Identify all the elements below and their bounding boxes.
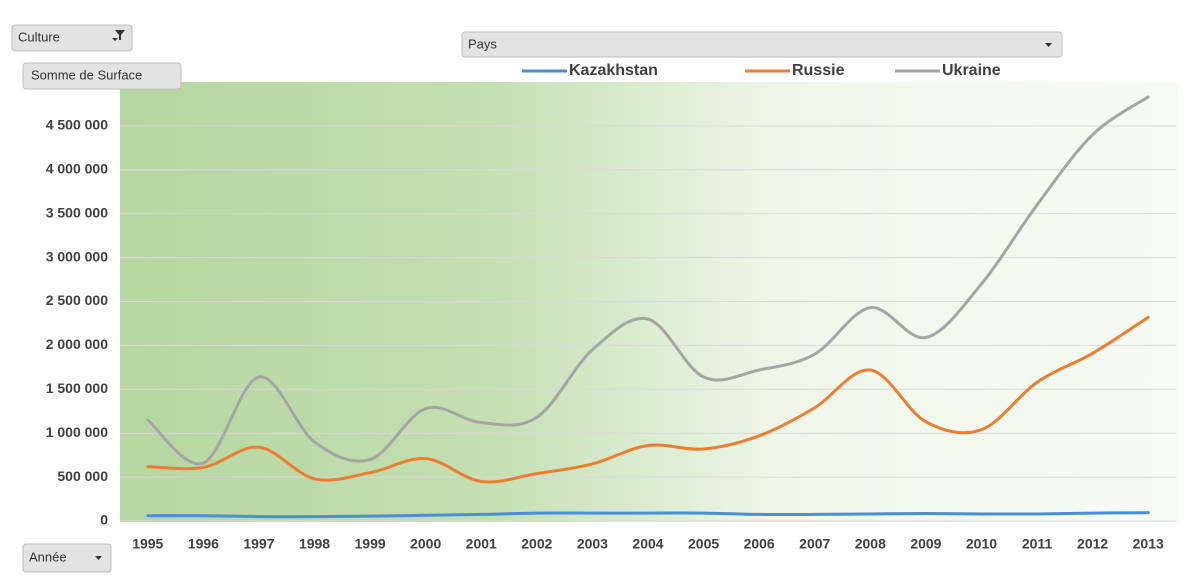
value-button[interactable]: Somme de Surface — [22, 62, 182, 90]
x-tick-label: 2001 — [466, 536, 497, 552]
x-tick-label: 1999 — [355, 536, 386, 552]
series-line — [146, 95, 1150, 466]
y-tick-label: 2 000 000 — [46, 336, 108, 352]
axis-button[interactable]: Année — [22, 543, 112, 573]
x-tick-label: 2013 — [1133, 536, 1164, 552]
y-tick-label: 4 000 000 — [46, 161, 108, 177]
x-tick-label: 2012 — [1077, 536, 1108, 552]
y-tick-label: 2 500 000 — [46, 292, 108, 308]
legend-label: Russie — [792, 62, 845, 79]
x-tick-label: 2004 — [632, 536, 663, 552]
x-tick-label: 1996 — [188, 536, 219, 552]
button-label: Somme de Surface — [31, 67, 142, 82]
legend-button[interactable]: Pays — [461, 31, 1063, 58]
button-label: Pays — [468, 36, 497, 51]
series-line — [146, 511, 1150, 519]
x-tick-label: 1997 — [243, 536, 274, 552]
legend-label: Kazakhstan — [569, 62, 658, 79]
x-tick-label: 2011 — [1022, 536, 1053, 552]
x-tick-label: 2003 — [577, 536, 608, 552]
x-tick-label: 2010 — [966, 536, 997, 552]
x-tick-label: 2009 — [910, 536, 941, 552]
y-tick-label: 1 000 000 — [46, 424, 108, 440]
x-tick-label: 2000 — [410, 536, 441, 552]
y-tick-label: 500 000 — [57, 468, 108, 484]
y-tick-label: 1 500 000 — [46, 380, 108, 396]
x-tick-label: 2007 — [799, 536, 830, 552]
x-tick-label: 1995 — [132, 536, 163, 552]
button-label: Culture — [18, 29, 60, 44]
legend-label: Ukraine — [942, 62, 1001, 79]
y-tick-label: 4 500 000 — [46, 117, 108, 133]
x-tick-label: 2002 — [521, 536, 552, 552]
x-tick-label: 2008 — [855, 536, 886, 552]
y-tick-label: 3 500 000 — [46, 204, 108, 220]
series-line — [146, 315, 1150, 484]
y-tick-label: 0 — [100, 512, 108, 528]
x-tick-label: 1998 — [299, 536, 330, 552]
x-tick-label: 2006 — [744, 536, 775, 552]
button-label: Année — [29, 549, 67, 564]
culture-button[interactable]: Culture — [11, 24, 133, 52]
y-tick-label: 3 000 000 — [46, 248, 108, 264]
x-tick-label: 2005 — [688, 536, 719, 552]
